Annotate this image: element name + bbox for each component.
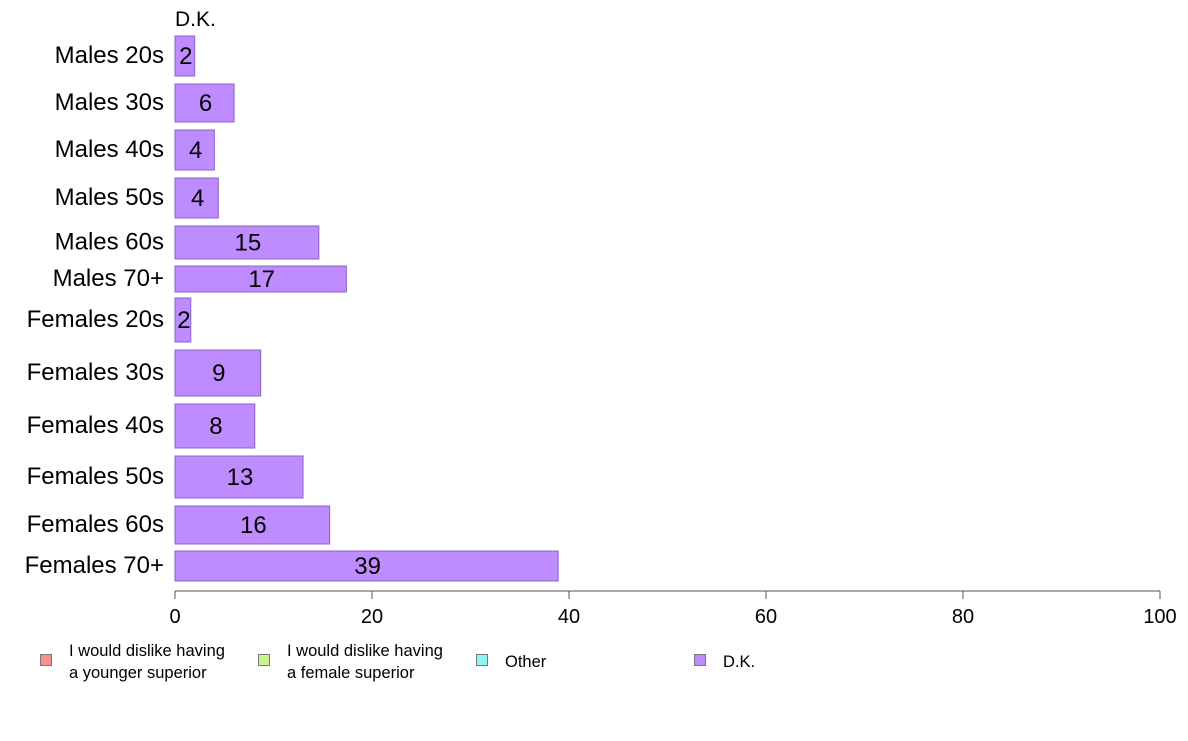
category-label: Females 50s bbox=[27, 463, 164, 490]
data-label: 6 bbox=[199, 90, 212, 117]
category-label: Females 40s bbox=[27, 412, 164, 439]
bar bbox=[174, 177, 219, 219]
x-tick-label: 40 bbox=[558, 606, 580, 628]
x-tick-label: 0 bbox=[169, 606, 180, 628]
bar bbox=[174, 550, 559, 582]
data-label: 8 bbox=[209, 413, 222, 440]
x-tick-label: 60 bbox=[755, 606, 777, 628]
data-label: 2 bbox=[177, 307, 190, 334]
legend-item-other: Other bbox=[476, 640, 546, 673]
bar bbox=[174, 297, 192, 343]
category-label: Males 50s bbox=[55, 184, 164, 211]
bar bbox=[174, 265, 347, 293]
category-label: Females 20s bbox=[27, 306, 164, 333]
category-label: Females 60s bbox=[27, 511, 164, 538]
legend-item-younger-superior: I would dislike having a younger superio… bbox=[40, 640, 225, 684]
category-label: Females 30s bbox=[27, 359, 164, 386]
legend-label-dk: D.K. bbox=[723, 653, 756, 671]
data-label: 39 bbox=[354, 553, 381, 580]
data-label: 16 bbox=[240, 512, 267, 539]
category-label: Females 70+ bbox=[25, 552, 164, 579]
data-label: 2 bbox=[179, 43, 192, 70]
legend-item-female-superior: I would dislike having a female superior bbox=[258, 640, 443, 684]
data-label: 9 bbox=[212, 360, 225, 387]
bar bbox=[174, 225, 320, 260]
bar bbox=[174, 403, 256, 449]
x-tick-label: 20 bbox=[361, 606, 383, 628]
bar bbox=[174, 129, 215, 171]
legend-swatch-younger-superior bbox=[40, 654, 52, 666]
data-label: 15 bbox=[235, 230, 262, 257]
data-label: 4 bbox=[189, 137, 202, 164]
x-tick-label: 100 bbox=[1143, 606, 1176, 628]
bar bbox=[174, 83, 235, 123]
category-label: Males 70+ bbox=[53, 265, 164, 292]
legend-swatch-other bbox=[476, 654, 488, 666]
legend-label-other: Other bbox=[505, 653, 547, 671]
x-axis: 0 20 40 60 80 100 bbox=[169, 590, 1177, 628]
legend: I would dislike having a younger superio… bbox=[0, 640, 1188, 690]
category-label: Males 20s bbox=[55, 42, 164, 69]
data-label: 4 bbox=[191, 185, 204, 212]
category-label: Males 40s bbox=[55, 136, 164, 163]
chart-title: D.K. bbox=[175, 8, 216, 31]
bar bbox=[174, 349, 262, 397]
category-label: Males 30s bbox=[55, 89, 164, 116]
data-label: 13 bbox=[227, 464, 254, 491]
legend-swatch-dk bbox=[694, 654, 706, 666]
bar bbox=[174, 35, 196, 77]
legend-swatch-female-superior bbox=[258, 654, 270, 666]
category-labels: Males 20s Males 30s Males 40s Males 50s Male… bbox=[25, 42, 164, 579]
data-label: 17 bbox=[248, 266, 275, 293]
legend-label-younger-superior: I would dislike having a younger superio… bbox=[69, 642, 225, 682]
x-tick-label: 80 bbox=[952, 606, 974, 628]
legend-item-dk: D.K. bbox=[694, 640, 755, 673]
category-label: Males 60s bbox=[55, 229, 164, 256]
legend-label-female-superior: I would dislike having a female superior bbox=[287, 642, 443, 682]
bar bbox=[174, 455, 304, 499]
bar bbox=[174, 505, 331, 545]
